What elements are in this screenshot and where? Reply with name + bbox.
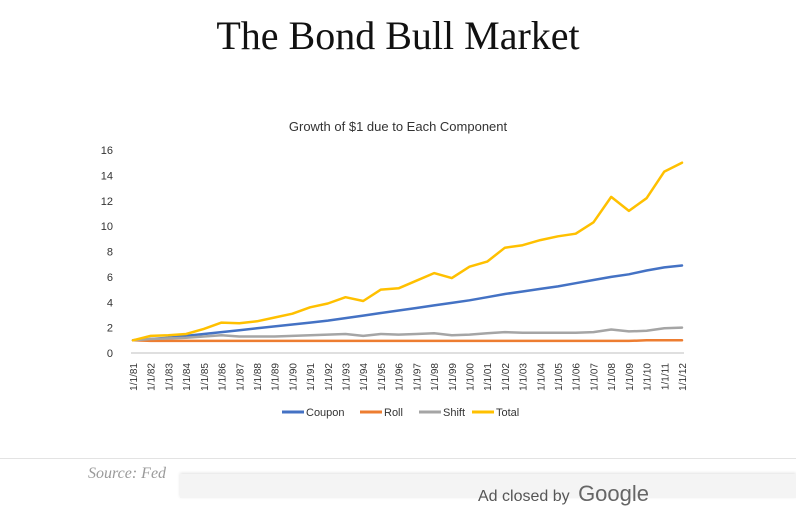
chart-title: Growth of $1 due to Each Component xyxy=(289,119,508,134)
x-tick-label: 1/1/88 xyxy=(253,363,264,391)
x-tick-label: 1/1/99 xyxy=(448,363,459,391)
chart-axes: 0 2 4 6 8 10 12 14 16 1/1/81 1/1/82 1/1/83 1/1/84 1/1… xyxy=(101,145,689,391)
y-tick-label: 0 xyxy=(107,348,113,360)
y-tick-label: 10 xyxy=(101,221,113,233)
legend-label-roll: Roll xyxy=(384,407,403,419)
x-tick-label: 1/1/00 xyxy=(465,363,476,391)
x-tick-label: 1/1/08 xyxy=(607,363,618,391)
chart: Growth of $1 due to Each Component 0 2 4 6 8… xyxy=(101,119,689,419)
chart-series xyxy=(131,161,684,343)
x-tick-label: 1/1/85 xyxy=(200,363,211,391)
x-tick-label: 1/1/06 xyxy=(572,363,583,391)
x-tick-label: 1/1/89 xyxy=(271,363,282,391)
x-tick-label: 1/1/94 xyxy=(359,363,370,391)
x-tick-label: 1/1/04 xyxy=(536,363,547,391)
x-tick-label: 1/1/02 xyxy=(501,363,512,391)
x-tick-label: 1/1/05 xyxy=(554,363,565,391)
x-tick-label: 1/1/84 xyxy=(182,363,193,391)
legend-label-coupon: Coupon xyxy=(306,407,345,419)
legend-label-total: Total xyxy=(496,407,519,419)
y-tick-label: 12 xyxy=(101,196,113,208)
x-tick-label: 1/1/92 xyxy=(324,363,335,391)
y-tick-label: 14 xyxy=(101,170,113,182)
x-tick-label: 1/1/81 xyxy=(129,363,140,391)
x-tick-label: 1/1/10 xyxy=(643,363,654,391)
x-tick-label: 1/1/96 xyxy=(395,363,406,391)
series-line-shift xyxy=(131,326,684,342)
x-tick-label: 1/1/01 xyxy=(483,363,494,391)
source-line: Source: Fed xyxy=(88,465,167,482)
x-tick-label: 1/1/98 xyxy=(430,363,441,391)
chart-legend: Coupon Roll Shift Total xyxy=(282,407,519,419)
x-tick-label: 1/1/82 xyxy=(147,363,158,391)
x-tick-label: 1/1/03 xyxy=(519,363,530,391)
x-tick-label: 1/1/95 xyxy=(377,363,388,391)
ad-overlay[interactable] xyxy=(180,474,796,498)
ad-text: Ad closed by xyxy=(478,488,570,505)
x-tick-label: 1/1/97 xyxy=(412,363,423,391)
y-tick-label: 8 xyxy=(107,247,113,259)
x-tick-label: 1/1/83 xyxy=(164,363,175,391)
x-tick-label: 1/1/86 xyxy=(218,363,229,391)
ad-closed-notice: Ad closed by Google xyxy=(478,481,649,507)
x-tick-label: 1/1/90 xyxy=(288,363,299,391)
divider xyxy=(0,458,796,459)
y-tick-label: 2 xyxy=(107,323,113,335)
x-tick-label: 1/1/91 xyxy=(306,363,317,391)
y-tick-label: 6 xyxy=(107,272,113,284)
y-tick-label: 4 xyxy=(107,297,113,309)
x-tick-label: 1/1/12 xyxy=(678,363,689,391)
series-line-coupon xyxy=(131,264,684,342)
x-tick-label: 1/1/87 xyxy=(235,363,246,391)
series-line-roll xyxy=(131,339,684,343)
x-tick-label: 1/1/11 xyxy=(660,363,671,390)
y-tick-label: 16 xyxy=(101,145,113,157)
x-tick-label: 1/1/07 xyxy=(589,363,600,391)
ad-brand: Google xyxy=(578,481,650,506)
series-line-total xyxy=(131,161,684,342)
x-tick-label: 1/1/93 xyxy=(342,363,353,391)
x-tick-label: 1/1/09 xyxy=(625,363,636,391)
slide-title: The Bond Bull Market xyxy=(216,13,580,58)
legend-label-shift: Shift xyxy=(443,407,465,419)
